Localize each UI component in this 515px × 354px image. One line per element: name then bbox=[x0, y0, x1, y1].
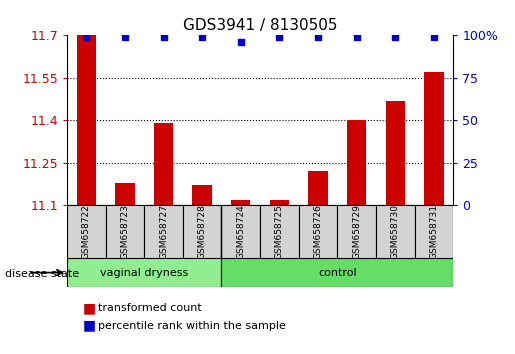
FancyBboxPatch shape bbox=[106, 205, 144, 258]
Text: GSM658727: GSM658727 bbox=[159, 204, 168, 259]
Text: ■: ■ bbox=[82, 319, 95, 333]
Text: vaginal dryness: vaginal dryness bbox=[100, 268, 188, 278]
Title: GDS3941 / 8130505: GDS3941 / 8130505 bbox=[183, 18, 337, 33]
Text: control: control bbox=[318, 268, 356, 278]
Text: percentile rank within the sample: percentile rank within the sample bbox=[98, 321, 286, 331]
FancyBboxPatch shape bbox=[67, 258, 221, 287]
FancyBboxPatch shape bbox=[415, 205, 453, 258]
Bar bbox=[154, 123, 173, 205]
FancyBboxPatch shape bbox=[376, 205, 415, 258]
FancyBboxPatch shape bbox=[260, 205, 299, 258]
Text: GSM658730: GSM658730 bbox=[391, 204, 400, 259]
Bar bbox=[308, 171, 328, 205]
Text: GSM658723: GSM658723 bbox=[121, 204, 129, 259]
Text: GSM658724: GSM658724 bbox=[236, 205, 245, 259]
FancyBboxPatch shape bbox=[221, 205, 260, 258]
Text: disease state: disease state bbox=[5, 269, 79, 279]
Bar bbox=[77, 35, 96, 205]
Bar bbox=[424, 72, 443, 205]
FancyBboxPatch shape bbox=[221, 258, 453, 287]
Text: transformed count: transformed count bbox=[98, 303, 201, 313]
Text: ■: ■ bbox=[82, 301, 95, 315]
Bar bbox=[386, 101, 405, 205]
Bar bbox=[115, 183, 134, 205]
Text: GSM658725: GSM658725 bbox=[275, 204, 284, 259]
Text: GSM658731: GSM658731 bbox=[430, 204, 438, 259]
Text: GSM658729: GSM658729 bbox=[352, 204, 361, 259]
FancyBboxPatch shape bbox=[183, 205, 221, 258]
Bar bbox=[270, 200, 289, 205]
FancyBboxPatch shape bbox=[67, 205, 106, 258]
FancyBboxPatch shape bbox=[144, 205, 183, 258]
Bar bbox=[231, 200, 250, 205]
FancyBboxPatch shape bbox=[299, 205, 337, 258]
Text: GSM658726: GSM658726 bbox=[314, 204, 322, 259]
FancyBboxPatch shape bbox=[337, 205, 376, 258]
Bar bbox=[347, 120, 366, 205]
Text: GSM658728: GSM658728 bbox=[198, 204, 207, 259]
Text: GSM658722: GSM658722 bbox=[82, 205, 91, 259]
Bar bbox=[193, 185, 212, 205]
